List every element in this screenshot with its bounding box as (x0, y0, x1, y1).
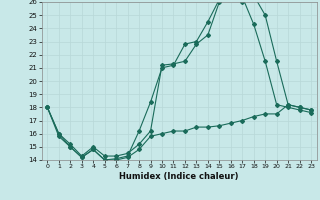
X-axis label: Humidex (Indice chaleur): Humidex (Indice chaleur) (119, 172, 239, 181)
